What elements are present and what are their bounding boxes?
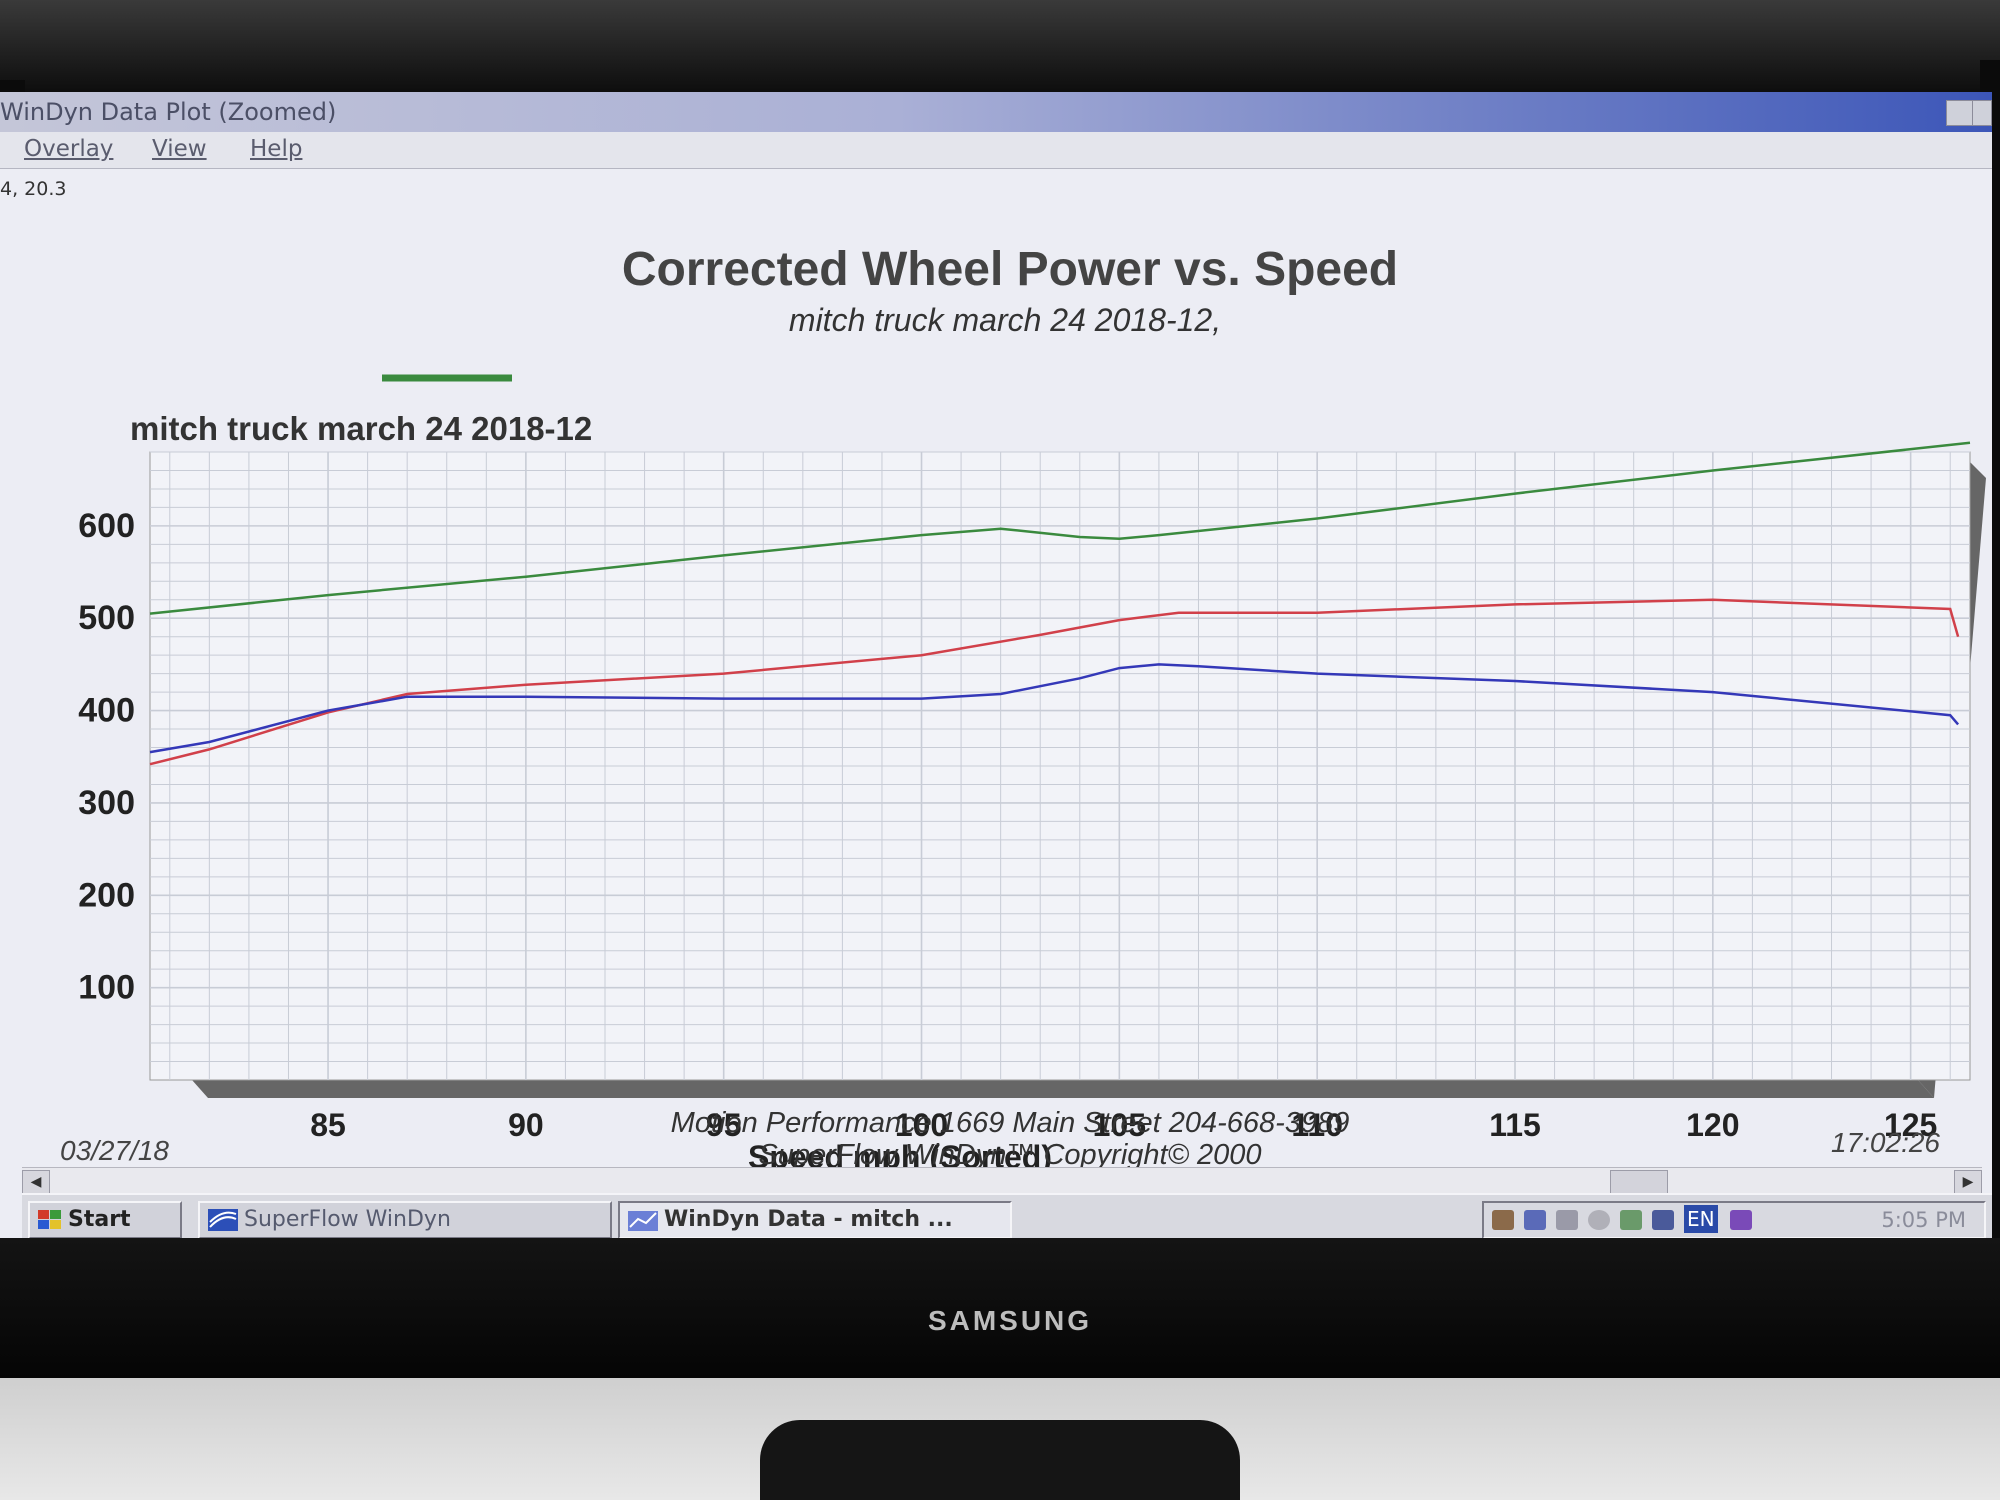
superflow-app-icon xyxy=(208,1209,238,1231)
monitor-bezel-top xyxy=(0,0,2000,95)
y-tick-label: 300 xyxy=(78,784,135,822)
tray-volume-icon[interactable] xyxy=(1556,1210,1578,1230)
run-time: 17:02:26 xyxy=(1831,1127,1940,1158)
legend-label: mitch truck march 24 2018-12 xyxy=(130,410,592,447)
taskbar-clock: 5:05 PM xyxy=(1881,1208,1966,1232)
task-label: SuperFlow WinDyn xyxy=(244,1207,451,1232)
start-label: Start xyxy=(68,1207,131,1232)
menu-overlay[interactable]: Overlay xyxy=(24,136,114,162)
software-copyright: SuperFlow WinDyn™ Copyright© 2000 xyxy=(758,1139,1261,1171)
x-tick-label: 125 xyxy=(1884,1107,1937,1143)
chart-title: Corrected Wheel Power vs. Speed xyxy=(622,243,1398,296)
start-button[interactable]: Start xyxy=(28,1201,182,1239)
y-tick-label: 600 xyxy=(78,507,135,545)
system-tray: EN 5:05 PM xyxy=(1482,1201,1986,1239)
run-date: 03/27/18 xyxy=(60,1135,169,1166)
y-tick-label: 200 xyxy=(78,876,135,914)
tray-device-icon[interactable] xyxy=(1620,1210,1642,1230)
tray-language[interactable]: EN xyxy=(1684,1205,1718,1233)
tray-printer-icon[interactable] xyxy=(1492,1210,1514,1230)
taskbar: Start SuperFlow WinDyn WinDyn Data - mit… xyxy=(22,1193,1992,1240)
x-tick-label: 95 xyxy=(706,1107,742,1143)
shop-info: Motion Performance 1669 Main Street 204-… xyxy=(671,1107,1350,1139)
monitor-brand: SAMSUNG xyxy=(927,1305,1093,1336)
plot-grid xyxy=(149,451,1971,1081)
windows-logo-icon xyxy=(38,1210,61,1229)
y-tick-label: 100 xyxy=(78,969,135,1007)
x-tick-label: 110 xyxy=(1291,1107,1343,1143)
monitor-stand xyxy=(760,1420,1240,1500)
series-line xyxy=(149,441,1971,615)
tray-app-icon[interactable] xyxy=(1730,1210,1752,1230)
x-tick-label: 105 xyxy=(1093,1107,1146,1143)
menu-help[interactable]: Help xyxy=(250,136,303,162)
window-titlebar[interactable]: WinDyn Data Plot (Zoomed) xyxy=(0,92,1992,132)
x-tick-label: 100 xyxy=(895,1107,948,1143)
task-superflow-windyn[interactable]: SuperFlow WinDyn xyxy=(198,1201,612,1239)
x-axis: 85 90 95 100 105 110 115 120 125 xyxy=(310,1107,1937,1143)
task-label: WinDyn Data - mitch ... xyxy=(664,1207,953,1232)
chart-footer: Motion Performance 1669 Main Street 204-… xyxy=(60,1107,1940,1171)
monitor-bezel-bottom xyxy=(0,1238,2000,1378)
horizontal-scrollbar[interactable]: ◀ ▶ xyxy=(22,1167,1982,1194)
plot-series xyxy=(149,441,1971,766)
menu-view[interactable]: View xyxy=(152,136,207,162)
minimize-button[interactable] xyxy=(1946,100,1974,126)
chart-subtitle: mitch truck march 24 2018-12, xyxy=(789,302,1221,338)
scroll-right-arrow-icon[interactable]: ▶ xyxy=(1954,1170,1982,1194)
tray-monitor-icon[interactable] xyxy=(1652,1210,1674,1230)
maximize-button[interactable] xyxy=(1972,100,1992,126)
window-title: WinDyn Data Plot (Zoomed) xyxy=(0,98,337,126)
cursor-coordinates: 4, 20.3 xyxy=(0,178,67,200)
tray-network-icon[interactable] xyxy=(1524,1210,1546,1230)
scroll-thumb[interactable] xyxy=(1610,1170,1668,1194)
plot-shadow-bottom xyxy=(192,1080,1934,1098)
x-tick-label: 90 xyxy=(508,1107,544,1143)
scroll-left-arrow-icon[interactable]: ◀ xyxy=(22,1170,50,1194)
y-axis: 100 200 300 400 500 600 xyxy=(78,507,135,1007)
x-tick-label: 120 xyxy=(1686,1107,1739,1143)
x-tick-label: 115 xyxy=(1489,1107,1541,1143)
menubar: Overlay View Help xyxy=(0,132,1992,169)
task-windyn-data[interactable]: WinDyn Data - mitch ... xyxy=(618,1201,1012,1239)
screen: WinDyn Data Plot (Zoomed) Overlay View H… xyxy=(0,92,1992,1240)
windyn-data-icon xyxy=(628,1211,658,1231)
series-line xyxy=(149,663,1960,754)
x-axis-label: Speed mph (Sorted) xyxy=(748,1139,1052,1168)
y-tick-label: 400 xyxy=(78,692,135,730)
power-chart[interactable]: Corrected Wheel Power vs. Speed mitch tr… xyxy=(0,168,1992,1168)
x-tick-label: 85 xyxy=(310,1107,346,1143)
y-tick-label: 500 xyxy=(78,599,135,637)
tray-mouse-icon[interactable] xyxy=(1588,1210,1610,1230)
